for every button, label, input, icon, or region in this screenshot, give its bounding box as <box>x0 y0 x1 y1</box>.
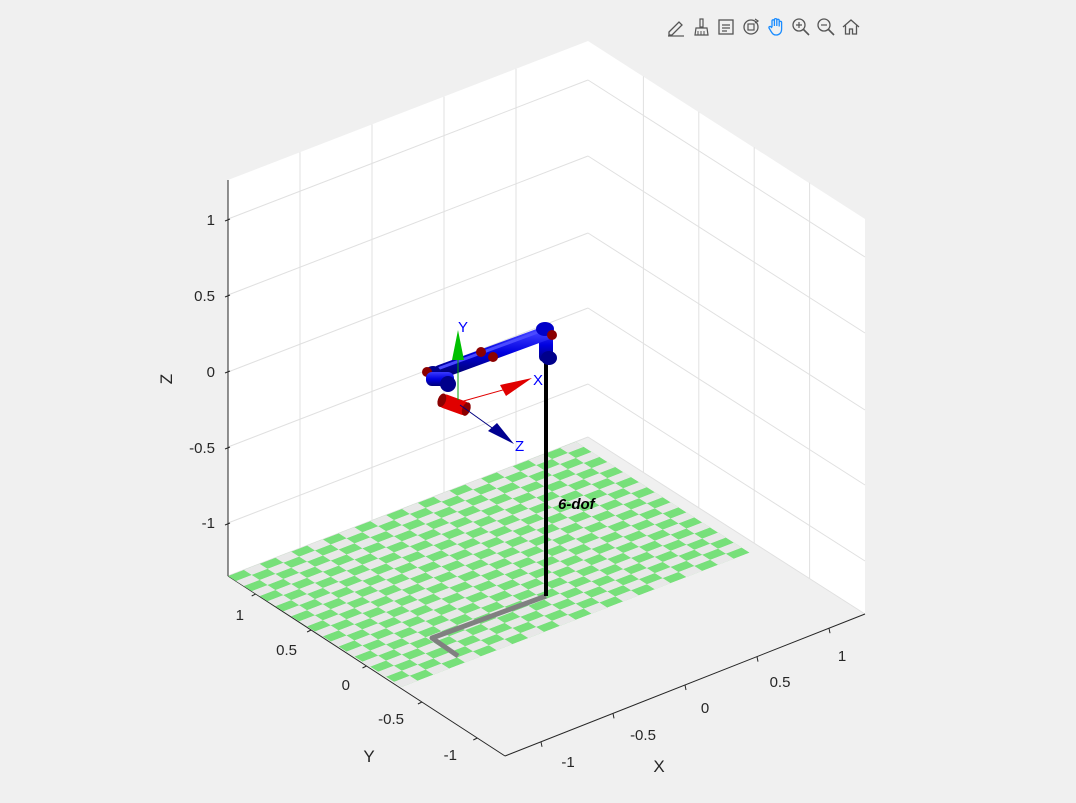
x-tick: -0.5 <box>630 727 656 744</box>
z-tick: -0.5 <box>189 440 215 457</box>
robot-joint <box>541 351 557 365</box>
z-axis-label: Z <box>157 374 176 384</box>
grid-line <box>587 436 866 615</box>
axis-frame <box>224 180 866 757</box>
x-tick-mark <box>756 656 759 662</box>
grid-line <box>587 307 866 486</box>
robot-joint <box>437 393 447 407</box>
y-tick-mark <box>306 629 312 633</box>
x-tick: 0 <box>701 700 709 717</box>
x-tick: -1 <box>561 754 574 771</box>
back-wall-xz <box>588 41 865 614</box>
z-tick-mark <box>224 446 231 450</box>
y-tick: 0.5 <box>276 642 297 659</box>
y-axis-label: Y <box>363 747 374 766</box>
data-tips-button[interactable] <box>714 15 738 39</box>
y-tick-mark <box>251 593 256 597</box>
x-tick: 1 <box>838 648 846 665</box>
frame-z-label: Z <box>515 438 524 455</box>
y-tick: -1 <box>444 747 457 764</box>
x-tick-mark <box>828 628 831 634</box>
z-tick: 0.5 <box>194 288 215 305</box>
tick-labels: 1 0.5 0 -0.5 -1 1 0.5 0 -0.5 -1 -1 -0.5 … <box>157 212 846 776</box>
robot-joint <box>476 347 486 357</box>
frame-x-axis <box>459 387 511 403</box>
zoom-out-button[interactable] <box>814 15 838 39</box>
pan-button[interactable] <box>764 15 788 39</box>
figure-toolbar <box>664 15 863 39</box>
robot-shadow <box>429 593 547 659</box>
grid-line <box>227 155 589 296</box>
frame-y-label: Y <box>458 319 468 336</box>
z-tick: 0 <box>207 364 215 381</box>
z-tick-mark <box>224 370 231 374</box>
robot-end-effector <box>438 394 470 415</box>
end-effector-frame: Y X Z <box>452 319 543 455</box>
z-tick-mark <box>224 522 231 526</box>
grid-line <box>587 232 866 411</box>
rotate-3d-button[interactable] <box>739 15 763 39</box>
robot-joint <box>488 352 498 362</box>
frame-x-label: X <box>533 372 543 389</box>
zoom-in-button[interactable] <box>789 15 813 39</box>
z-tick: -1 <box>202 515 215 532</box>
frame-z-axis <box>459 404 496 431</box>
y-tick: 1 <box>236 607 244 624</box>
x-tick-mark <box>612 713 615 719</box>
grid-line <box>227 79 589 220</box>
robot-joint <box>440 376 456 392</box>
y-tick-mark <box>417 701 423 705</box>
data-tips-icon <box>718 19 734 35</box>
robot-joint <box>547 330 557 340</box>
grid-line <box>587 383 866 562</box>
pan-hand-icon <box>768 18 783 36</box>
y-tick: -0.5 <box>378 711 404 728</box>
grid-line <box>227 436 589 577</box>
frame-y-arrow <box>452 330 464 360</box>
grid-line <box>587 79 866 258</box>
y-tick: 0 <box>342 677 350 694</box>
edit-plot-button[interactable] <box>664 15 688 39</box>
grid-line <box>227 232 589 373</box>
z-tick-mark <box>224 294 231 298</box>
robot-name-label: 6-dof <box>558 496 597 513</box>
brush-icon <box>694 18 709 36</box>
y-tick-mark <box>473 737 478 741</box>
grid-line <box>587 155 866 334</box>
grid-lines <box>227 68 866 615</box>
grid-line <box>227 307 589 448</box>
home-icon <box>842 19 860 35</box>
z-tick-mark <box>224 218 231 222</box>
frame-z-arrow <box>488 423 514 444</box>
x-tick: 0.5 <box>770 674 791 691</box>
x-axis-label: X <box>653 757 664 776</box>
checkered-floor <box>228 441 750 687</box>
grid-line <box>227 383 589 524</box>
home-button[interactable] <box>839 15 863 39</box>
zoom-in-icon <box>792 18 810 36</box>
zoom-out-icon <box>817 18 835 36</box>
back-wall-yz <box>228 41 588 576</box>
brush-button[interactable] <box>689 15 713 39</box>
frame-x-arrow <box>500 378 532 396</box>
edit-plot-icon <box>668 21 684 37</box>
z-tick: 1 <box>207 212 215 229</box>
rotate-3d-icon <box>743 18 760 35</box>
x-tick-mark <box>684 684 687 691</box>
x-tick-mark <box>540 741 543 747</box>
y-tick-mark <box>362 665 367 669</box>
